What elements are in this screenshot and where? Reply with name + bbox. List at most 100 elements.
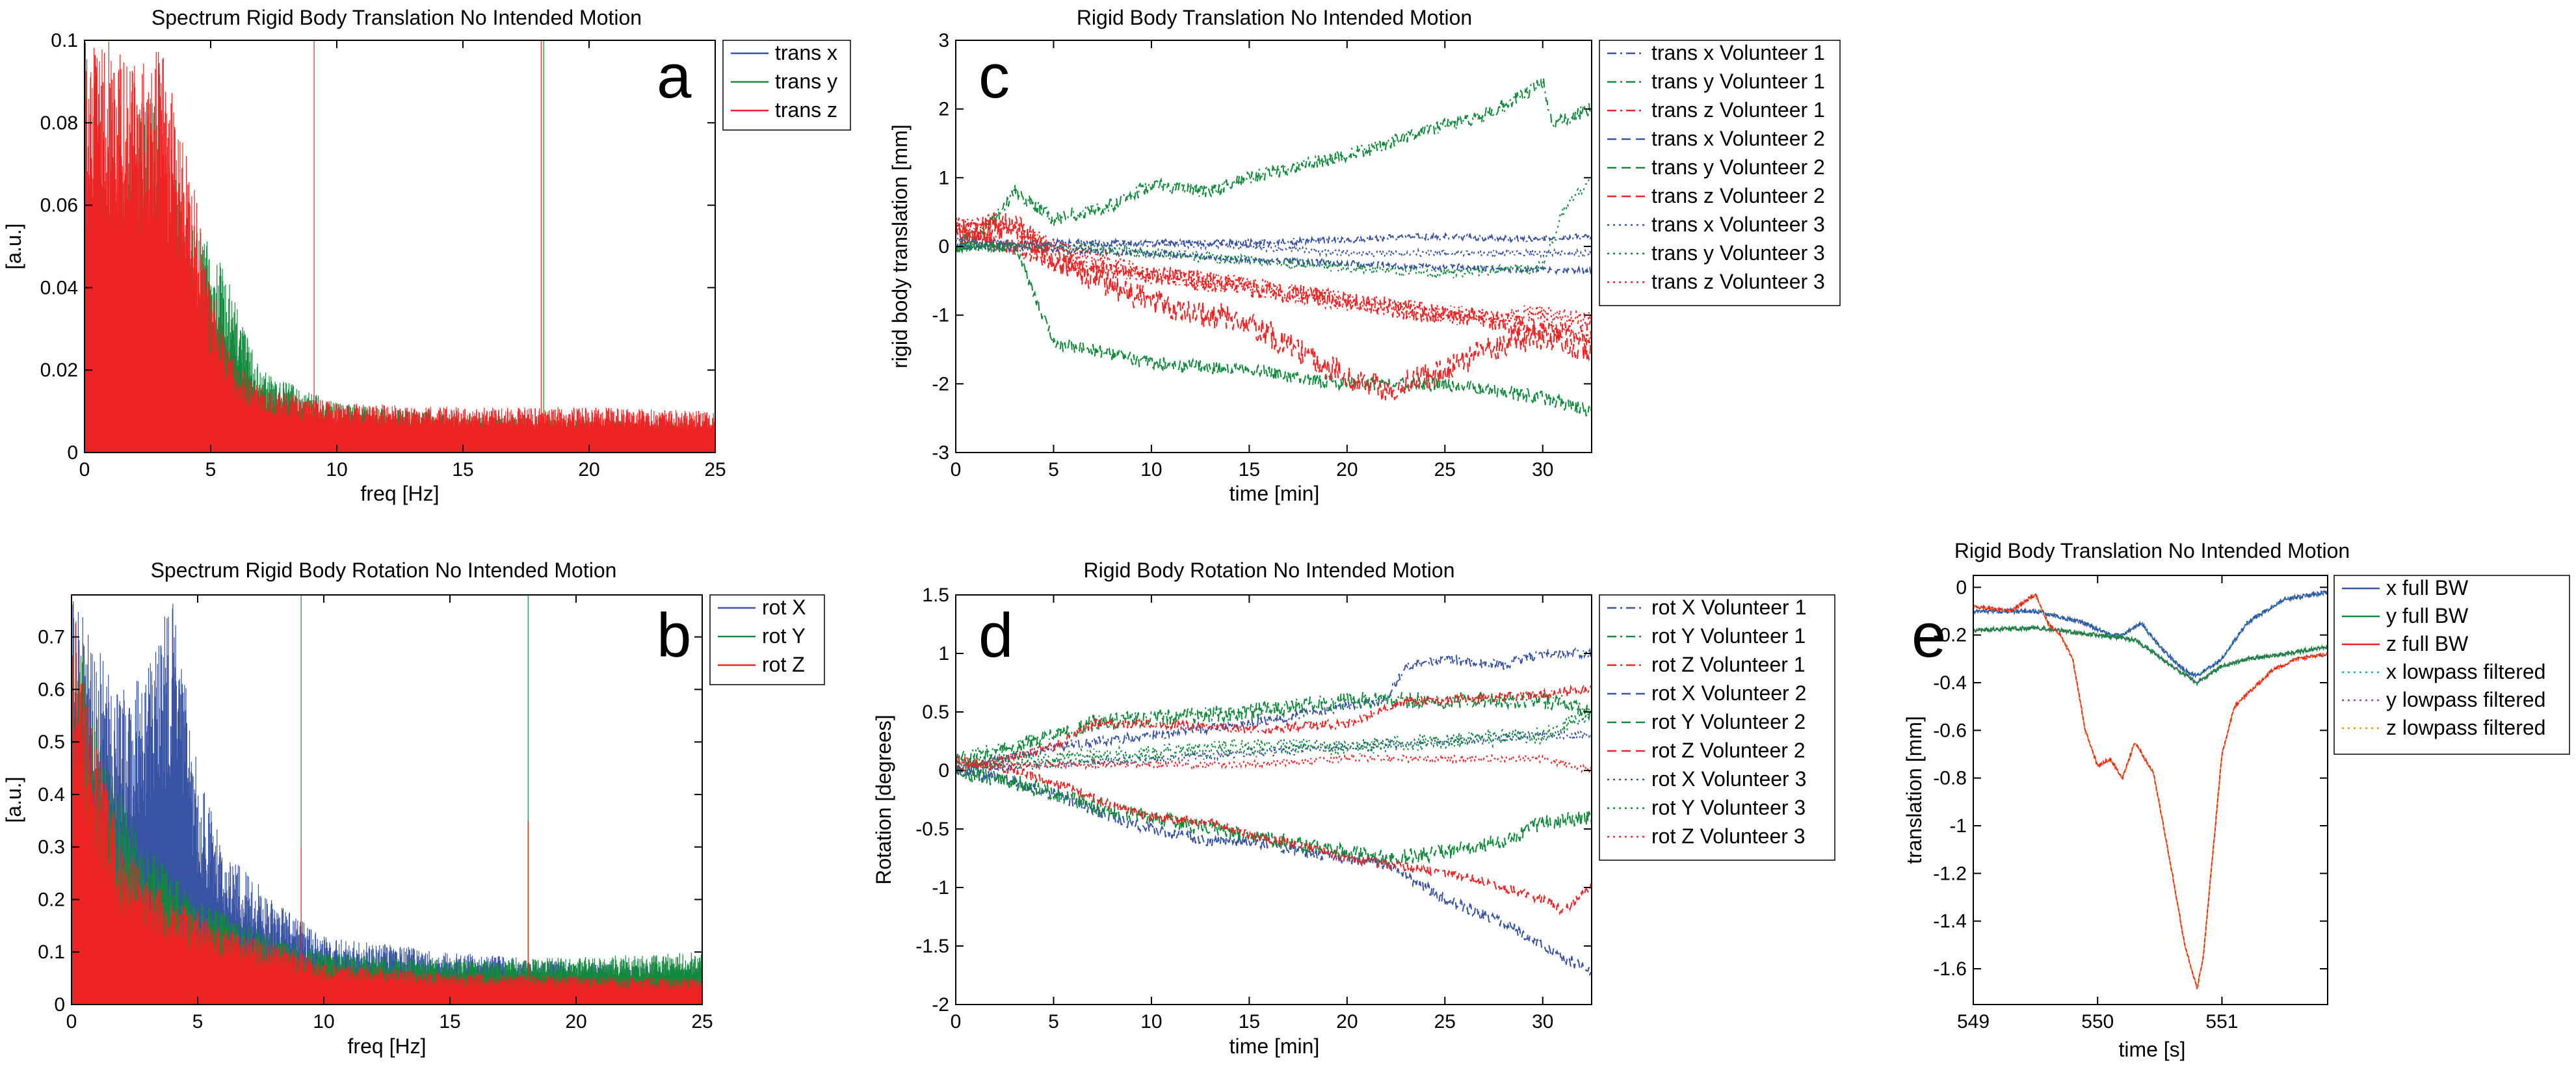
panel-d: Rigid Body Rotation No Intended Motion 0… bbox=[872, 559, 1835, 1058]
panel-b-legend-box bbox=[709, 594, 825, 685]
panel-e-ytick-label: -0.6 bbox=[1933, 720, 1967, 741]
panel-d-ytick-label: -0.5 bbox=[915, 819, 949, 840]
panel-e-legend-label: y lowpass filtered bbox=[2386, 688, 2545, 711]
panel-d-xtick-label: 20 bbox=[1336, 1011, 1358, 1032]
panel-d-ytick-label: 1 bbox=[938, 643, 949, 664]
panel-c-title: Rigid Body Translation No Intended Motio… bbox=[1077, 6, 1472, 29]
panel-a-legend-label: trans z bbox=[775, 98, 837, 122]
panel-d-legend-box bbox=[1599, 594, 1835, 861]
panel-e-series-layer bbox=[1973, 590, 2328, 990]
panel-a-ytick-label: 0.02 bbox=[40, 360, 78, 381]
panel-d-legend-label: rot Y Volunteer 2 bbox=[1651, 710, 1806, 733]
panel-c-legend-label: trans y Volunteer 2 bbox=[1651, 155, 1825, 179]
panel-c-series-layer bbox=[956, 77, 1592, 417]
panel-b-ytick-label: 0.2 bbox=[38, 889, 65, 910]
panel-d-ytick-label: -1.5 bbox=[915, 936, 949, 957]
panel-d-series-rot-z-volunteer-3 bbox=[956, 753, 1592, 776]
panel-e-legend-box bbox=[2333, 575, 2570, 755]
panel-c-series-trans-x-volunteer-1 bbox=[956, 231, 1592, 252]
panel-c-xtick-label: 0 bbox=[951, 459, 962, 480]
panel-c-legend-label: trans y Volunteer 3 bbox=[1651, 241, 1825, 265]
panel-d-title: Rigid Body Rotation No Intended Motion bbox=[1083, 559, 1454, 582]
panel-e-series-z-lowpass-filtered bbox=[1973, 594, 2328, 988]
panel-c-xtick-label: 5 bbox=[1048, 459, 1059, 480]
panel-d-legend-label: rot Y Volunteer 1 bbox=[1651, 624, 1806, 648]
panel-e-ytick-label: -1.4 bbox=[1933, 911, 1967, 932]
panel-c: Rigid Body Translation No Intended Motio… bbox=[888, 6, 1841, 505]
panel-c-ytick-label: 3 bbox=[938, 30, 949, 51]
panel-a-ylabel: [a.u.] bbox=[2, 223, 25, 269]
panel-b-legend-label: rot Z bbox=[762, 653, 805, 676]
panel-d-series-rot-z-volunteer-1 bbox=[956, 684, 1592, 776]
panel-c-ytick-label: 0 bbox=[938, 236, 949, 257]
panel-e-xlabel: time [s] bbox=[2118, 1038, 2185, 1061]
panel-b-xtick-label: 25 bbox=[691, 1011, 713, 1032]
panel-c-series-trans-y-volunteer-1 bbox=[956, 77, 1592, 252]
panel-a-title: Spectrum Rigid Body Translation No Inten… bbox=[151, 6, 642, 29]
panel-b-series-layer bbox=[72, 595, 702, 1005]
panel-d-xlabel: time [min] bbox=[1229, 1034, 1320, 1058]
panel-c-legend-label: trans x Volunteer 3 bbox=[1651, 213, 1825, 236]
panel-c-legend-label: trans z Volunteer 1 bbox=[1651, 98, 1825, 122]
panel-e-ytick-label: -1 bbox=[1949, 815, 1967, 837]
panel-e-ticks: 549 550 551 0 -0.2 -0.4 -0.6 -0.8 -1 -1.2 -1.4 -1.6 bbox=[1933, 575, 2328, 1032]
panel-d-xtick-label: 25 bbox=[1434, 1011, 1456, 1032]
panel-c-label: c bbox=[979, 42, 1010, 111]
panel-b-xtick-label: 5 bbox=[192, 1011, 204, 1032]
panel-b-ytick-label: 0 bbox=[54, 994, 65, 1016]
panel-c-series-trans-z-volunteer-2 bbox=[956, 213, 1592, 402]
panel-b-xlabel: freq [Hz] bbox=[348, 1034, 427, 1058]
panel-b: Spectrum Rigid Body Rotation No Intended… bbox=[2, 559, 825, 1058]
panel-d-legend-label: rot X Volunteer 2 bbox=[1651, 681, 1806, 705]
panel-e-series-y-lowpass-filtered bbox=[1973, 627, 2328, 684]
panel-e-xtick-label: 551 bbox=[2205, 1011, 2238, 1032]
panel-d-ytick-label: -2 bbox=[932, 994, 949, 1016]
panel-e-ylabel: translation [mm] bbox=[1902, 716, 1926, 864]
panel-e-legend-label: x lowpass filtered bbox=[2386, 660, 2545, 683]
panel-d-ytick-label: 0 bbox=[938, 760, 949, 782]
panel-c-ticks: 0 5 10 15 20 25 30 -3 -2 -1 0 1 2 3 bbox=[932, 30, 1592, 480]
panel-b-legend: rot X rot Y rot Z bbox=[718, 596, 806, 676]
panel-a-frame bbox=[84, 40, 716, 453]
panel-a-ytick-label: 0 bbox=[67, 442, 78, 464]
panel-d-label: d bbox=[979, 601, 1013, 670]
panel-b-xtick-label: 10 bbox=[313, 1011, 334, 1032]
panel-a-ytick-label: 0.04 bbox=[40, 277, 78, 298]
panel-b-series-rot-z bbox=[72, 621, 702, 1005]
panel-e-label: e bbox=[1912, 601, 1946, 670]
panel-d-legend-label: rot Y Volunteer 3 bbox=[1651, 796, 1806, 819]
panel-d-legend-label: rot X Volunteer 3 bbox=[1651, 767, 1806, 791]
panel-d-legend-label: rot Z Volunteer 3 bbox=[1651, 824, 1806, 848]
panel-a-ytick-label: 0.08 bbox=[40, 112, 78, 134]
panel-a-legend-label: trans y bbox=[775, 70, 837, 93]
panel-a-legend-label: trans x bbox=[775, 41, 837, 64]
panel-e-ytick-label: -0.2 bbox=[1933, 625, 1967, 646]
panel-a-xtick-label: 0 bbox=[79, 459, 90, 480]
panel-e-ytick-label: -0.4 bbox=[1933, 672, 1967, 694]
panel-d-ytick-label: 0.5 bbox=[922, 702, 949, 723]
panel-c-legend-label: trans y Volunteer 1 bbox=[1651, 70, 1825, 93]
panel-d-ytick-label: 1.5 bbox=[922, 585, 949, 606]
panel-b-ytick-label: 0.5 bbox=[38, 731, 65, 753]
panel-c-ylabel: rigid body translation [mm] bbox=[888, 124, 912, 368]
panel-e-series-x-lowpass-filtered bbox=[1973, 591, 2328, 677]
panel-e-legend-label: x full BW bbox=[2386, 576, 2469, 599]
panel-a-xtick-label: 5 bbox=[205, 459, 217, 480]
panel-c-xlabel: time [min] bbox=[1229, 482, 1320, 505]
panel-e-plot-area bbox=[1973, 575, 2328, 1005]
panel-b-ytick-label: 0.4 bbox=[38, 784, 65, 806]
panel-e-xtick-label: 549 bbox=[1957, 1011, 1990, 1032]
panel-b-frame bbox=[71, 594, 703, 1005]
panel-d-xtick-label: 15 bbox=[1239, 1011, 1260, 1032]
panel-d-frame bbox=[955, 594, 1592, 1005]
panel-c-xtick-label: 20 bbox=[1336, 459, 1358, 480]
panel-d-plot-area bbox=[955, 594, 1592, 1005]
panel-a-xtick-label: 25 bbox=[704, 459, 726, 480]
panel-b-xtick-label: 15 bbox=[439, 1011, 460, 1032]
panel-e-frame bbox=[1973, 575, 2328, 1005]
panel-e-ytick-label: -0.8 bbox=[1933, 768, 1967, 789]
panel-a-ytick-label: 0.06 bbox=[40, 195, 78, 217]
panel-b-ytick-label: 0.3 bbox=[38, 837, 65, 858]
panel-c-legend-label: trans z Volunteer 2 bbox=[1651, 184, 1825, 207]
